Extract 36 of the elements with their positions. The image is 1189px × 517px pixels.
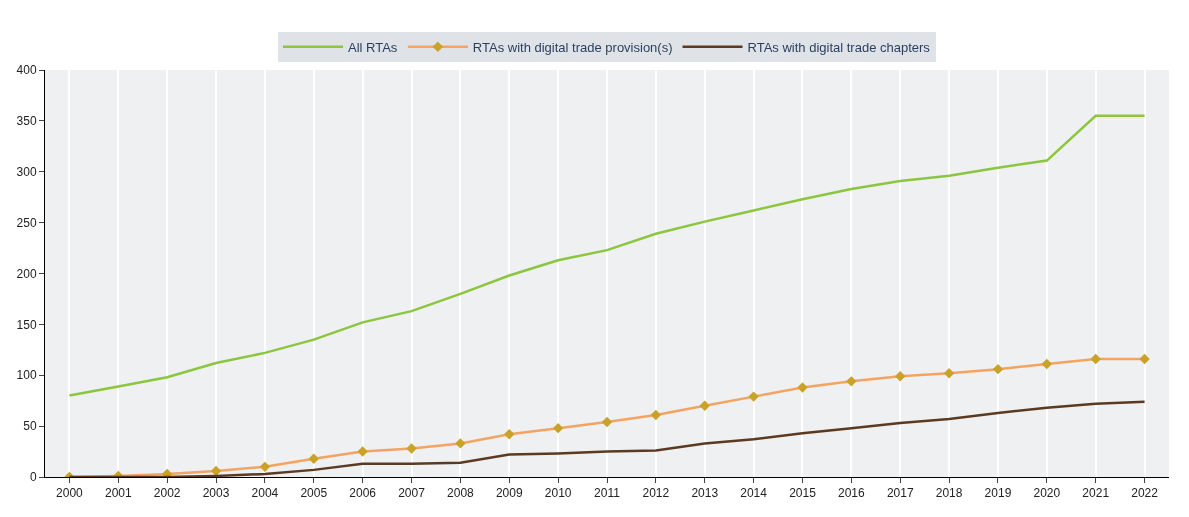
x-tick-label: 2010 (544, 486, 572, 501)
x-tick-label: 2009 (495, 486, 523, 501)
x-tick-label: 2017 (886, 486, 914, 501)
legend-label: RTAs with digital trade chapters (747, 39, 931, 55)
x-tick-label: 2006 (349, 486, 377, 501)
x-tick-label: 2021 (1082, 486, 1110, 501)
legend-label: RTAs with digital trade provision(s) (472, 39, 673, 55)
x-tick-label: 2003 (202, 486, 230, 501)
x-tick-label: 2002 (153, 486, 181, 501)
x-tick-label: 2014 (740, 486, 768, 501)
x-tick-label: 2012 (642, 486, 670, 501)
x-tick-label: 2020 (1033, 486, 1061, 501)
y-tick-label: 100 (16, 368, 37, 383)
y-tick-label: 0 (29, 470, 37, 485)
y-tick-label: 200 (16, 266, 37, 281)
x-tick-label: 2016 (838, 486, 866, 501)
x-tick-label: 2007 (398, 486, 426, 501)
x-tick-label: 2019 (984, 486, 1012, 501)
x-tick-label: 2000 (56, 486, 84, 501)
x-tick-label: 2005 (300, 486, 328, 501)
y-tick-label: 400 (16, 63, 37, 78)
legend-label: All RTAs (348, 39, 398, 55)
x-tick-label: 2001 (104, 486, 132, 501)
x-tick-label: 2013 (691, 486, 719, 501)
x-tick-label: 2022 (1131, 486, 1159, 501)
y-tick-label: 300 (16, 164, 37, 179)
y-tick-label: 50 (23, 419, 37, 434)
x-tick-label: 2004 (251, 486, 279, 501)
y-tick-label: 250 (16, 215, 37, 230)
x-tick-label: 2015 (789, 486, 817, 501)
y-tick-label: 350 (16, 114, 37, 129)
y-tick-label: 150 (16, 317, 37, 332)
line-series (68, 114, 1146, 397)
x-tick-label: 2018 (935, 486, 963, 501)
x-tick-label: 2011 (594, 486, 621, 501)
x-tick-label: 2008 (447, 486, 475, 501)
